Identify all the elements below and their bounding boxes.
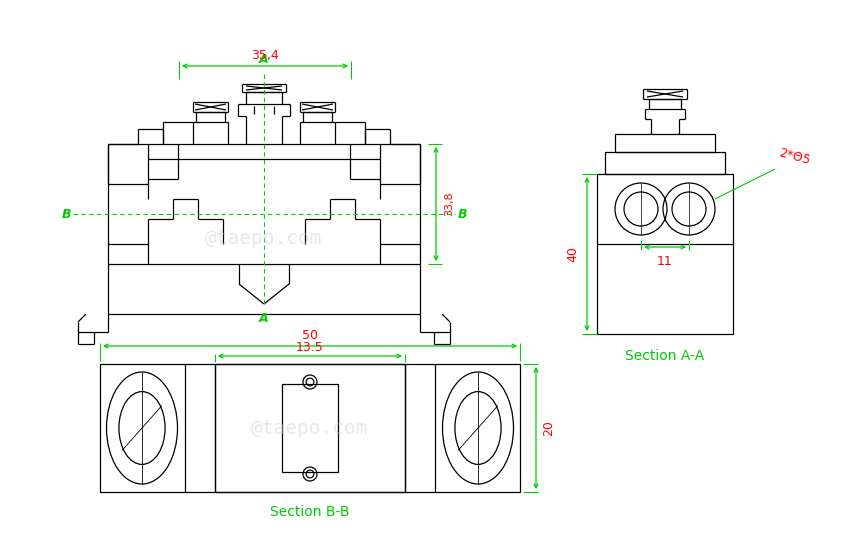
Text: A: A [259, 312, 269, 325]
Bar [282, 384, 338, 472]
Text: 40: 40 [566, 246, 579, 262]
Text: 50: 50 [302, 329, 318, 342]
Text: 35,4: 35,4 [251, 49, 279, 62]
Bar [615, 134, 715, 152]
Bar [215, 364, 405, 492]
Bar [605, 152, 725, 174]
Bar [597, 174, 733, 334]
Bar [100, 364, 520, 492]
Text: 33,8: 33,8 [444, 192, 454, 216]
Text: Section B-B: Section B-B [270, 505, 350, 519]
Text: B: B [61, 208, 71, 221]
Text: @taepo.com: @taepo.com [205, 230, 323, 248]
Text: 13.5: 13.5 [296, 341, 324, 354]
Text: Section A-A: Section A-A [626, 349, 705, 363]
Text: 20: 20 [542, 420, 555, 436]
Text: A: A [259, 53, 269, 66]
Text: @taepo.com: @taepo.com [251, 419, 368, 437]
Text: 11: 11 [657, 255, 673, 268]
Text: B: B [458, 208, 467, 221]
Text: 2*Θ5: 2*Θ5 [777, 146, 812, 167]
